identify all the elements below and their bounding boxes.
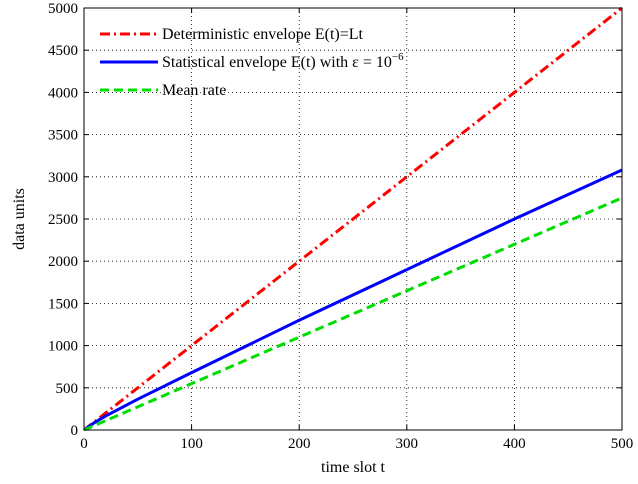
axis-ticks: 0 100 200 300 400 500050010001500200025003000… [48,1,633,452]
x-tick-label: 500 [611,436,634,452]
x-axis-label: time slot t [321,459,386,476]
y-tick-label: 1500 [48,296,78,312]
grid [84,8,622,430]
legend-exponent: −6 [392,51,404,63]
series-lines [83,6,623,432]
y-tick-label: 3000 [48,170,78,186]
y-tick-label: 4000 [48,85,78,101]
y-tick-label: 0 [71,423,79,439]
y-tick-label: 2000 [48,254,78,270]
legend-label-1: Deterministic envelope E(t)=Lt [162,26,364,43]
x-tick-label: 100 [180,436,203,452]
legend: Deterministic envelope E(t)=Lt Statistica… [100,26,404,99]
y-tick-label: 2500 [48,212,78,228]
y-tick-label: 500 [56,381,79,397]
y-tick-label: 1000 [48,339,78,355]
y-tick-label: 5000 [48,1,78,17]
y-axis-label: data units [11,188,28,250]
x-tick-label: 400 [503,436,526,452]
y-tick-label: 3500 [48,128,78,144]
y-tick-label: 4500 [48,43,78,59]
legend-label-3: Mean rate [162,82,226,99]
x-tick-label: 200 [288,436,311,452]
series-line-1 [83,6,623,432]
series-line-2 [83,168,623,432]
x-tick-label: 0 [80,436,88,452]
legend-label-2: Statistical envelope E(t) with ε = 10−6 [162,51,404,71]
x-tick-label: 300 [396,436,419,452]
